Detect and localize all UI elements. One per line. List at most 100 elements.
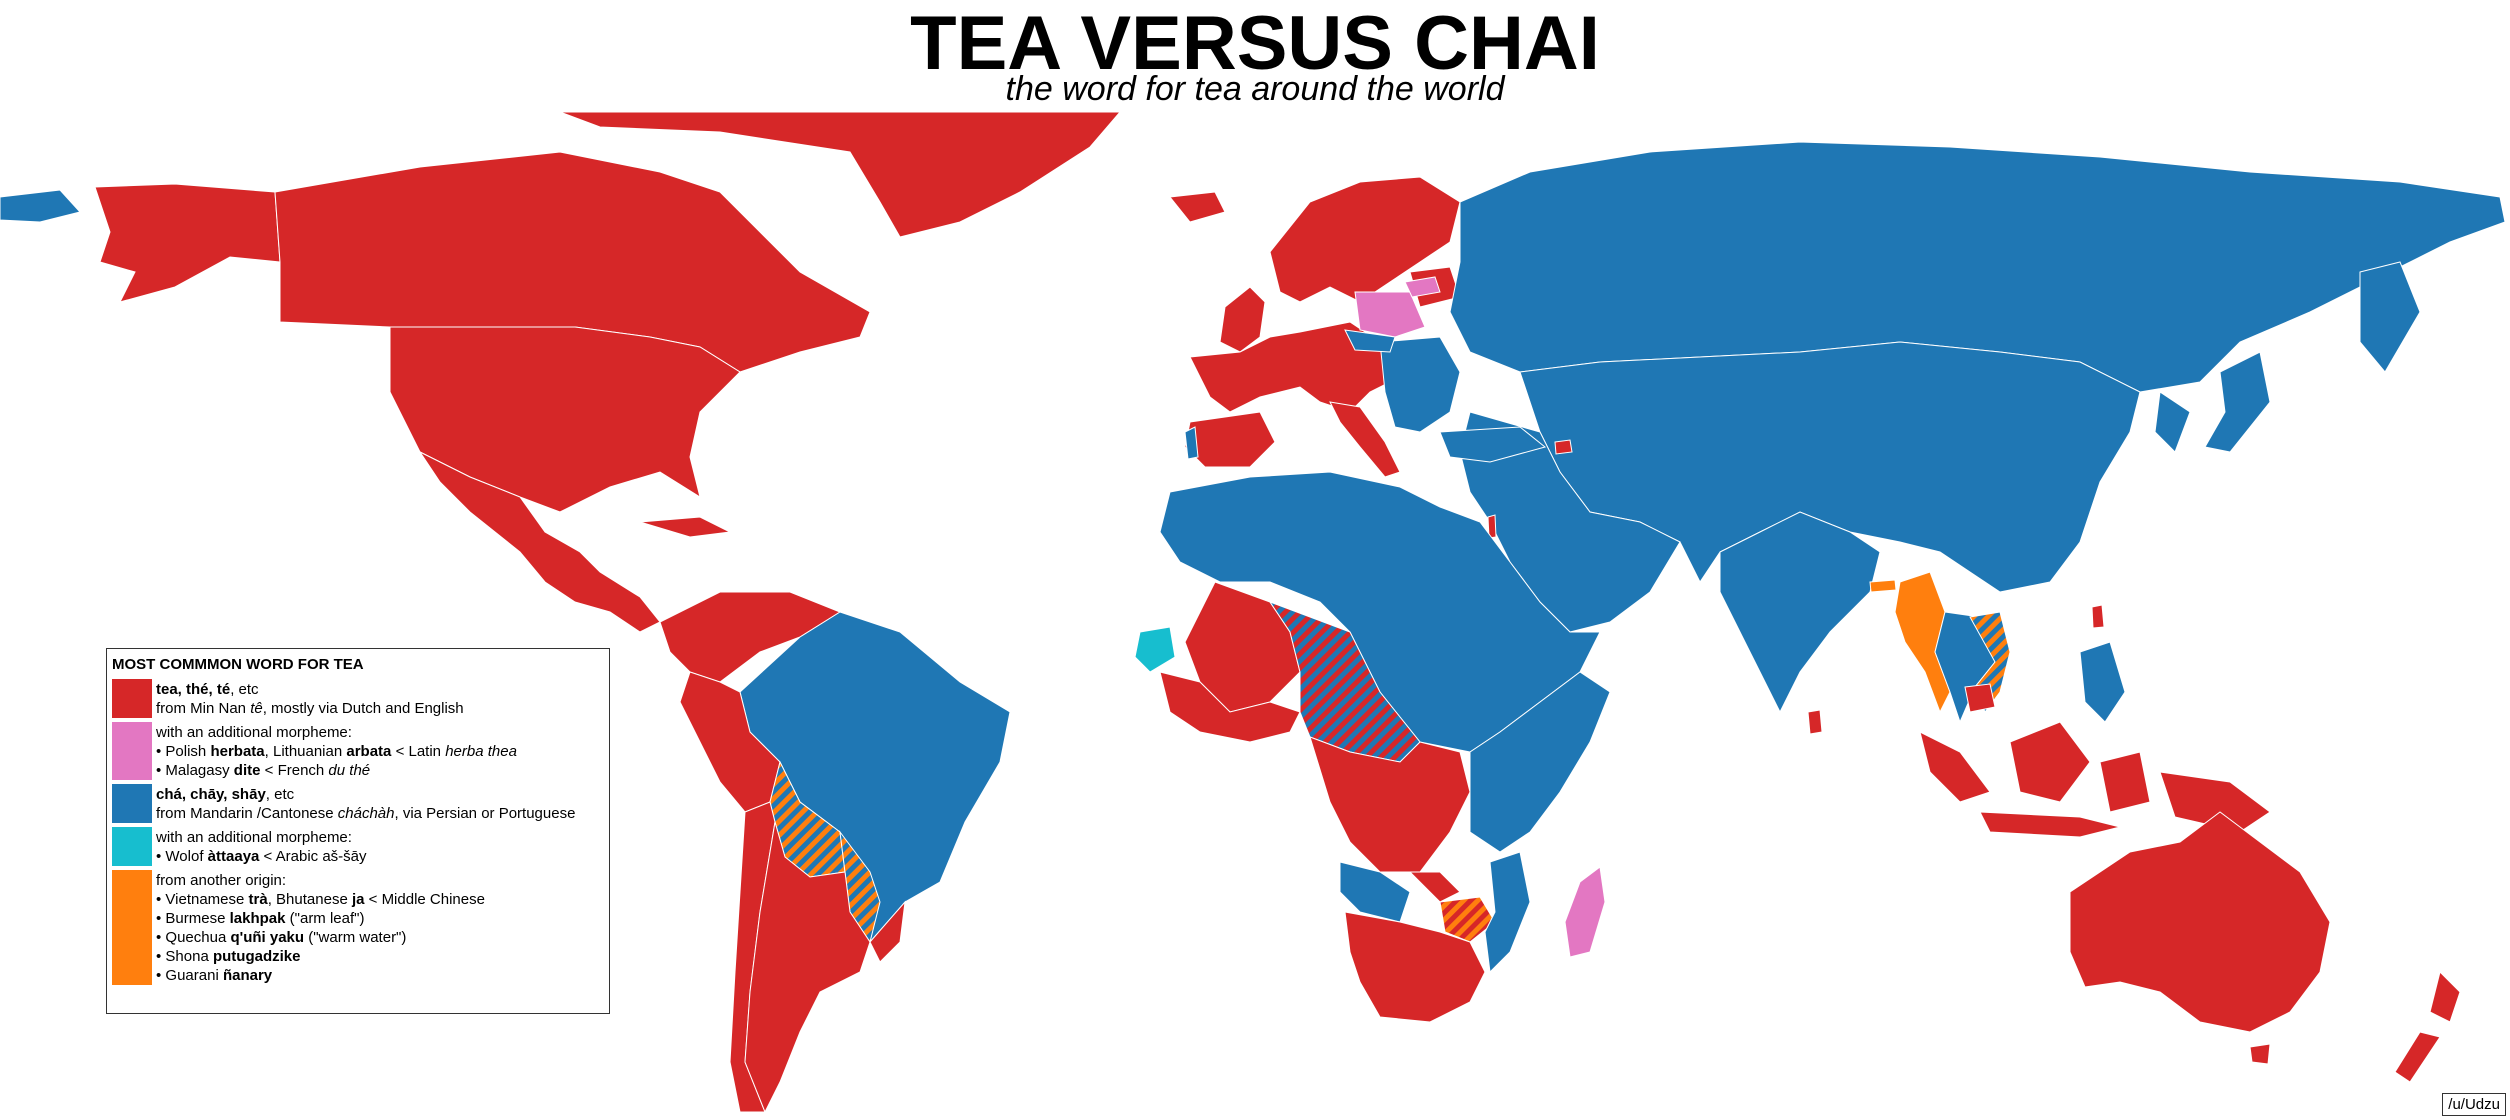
legend-swatch: [112, 722, 152, 780]
legend-text-span: from another origin:: [156, 872, 287, 889]
legend-text-span: q'uñi yaku: [230, 929, 305, 946]
legend-text-span: with an additional morpheme:: [156, 829, 352, 846]
legend-text: chá, chāy, shāy, etc from Mandarin /Canto…: [156, 784, 575, 823]
region-southern-africa: [1344, 871, 1486, 1023]
region-czech-slovakia: [1344, 329, 1396, 353]
legend-text-span: from Mandarin: [156, 805, 257, 822]
legend-line: from Min Nan tê, mostly via Dutch and En…: [156, 699, 464, 718]
legend-text-span: ñanary: [222, 967, 273, 984]
region-western-europe: [1189, 321, 1401, 413]
legend-text-span: tea, thé, té: [156, 681, 231, 698]
legend-text-span: , Bhutanese: [267, 891, 352, 908]
legend-text-span: chàh: [361, 805, 395, 822]
legend-text-span: , Lithuanian: [264, 743, 347, 760]
region-madagascar: [1564, 866, 1606, 958]
legend-rows: tea, thé, té, etc from Min Nan tê, mostly…: [112, 679, 604, 985]
legend-text-span: • Quechua: [156, 929, 231, 946]
region-bhutan: [1869, 579, 1897, 593]
legend-line: • Burmese lakhpak ("arm leaf"): [156, 909, 485, 928]
legend-text-span: < Middle Chinese: [364, 891, 485, 908]
legend-text-span: herbata: [210, 743, 265, 760]
legend-text: tea, thé, té, etc from Min Nan tê, mostly…: [156, 679, 464, 718]
region-colombia-venezuela: [659, 591, 842, 683]
legend-text-span: ja: [351, 891, 365, 908]
legend-text-span: herba thea: [445, 743, 517, 760]
legend-line: • Wolof àttaaya < Arabic aš-šāy: [156, 847, 367, 866]
region-sri-lanka: [1807, 709, 1823, 735]
legend-entry: with an additional morpheme: • Wolof àtta…: [112, 827, 604, 866]
legend-text-span: ("warm water"): [304, 929, 407, 946]
region-senegal-gambia: [1134, 626, 1176, 673]
map-title: TEA VERSUS CHAI: [910, 1, 1600, 86]
legend-text-span: • Shona: [156, 948, 213, 965]
legend-text-span: /Cantonese: [256, 805, 338, 822]
region-india: [1719, 511, 1881, 714]
region-indonesia-malaysia: [1919, 721, 2271, 838]
legend-swatch: [112, 784, 152, 823]
legend-line: with an additional morpheme:: [156, 723, 517, 742]
region-russia-east-bit: [0, 189, 81, 223]
legend-entry: chá, chāy, shāy, etc from Mandarin /Canto…: [112, 784, 604, 823]
legend-text-span: arbata: [346, 743, 392, 760]
region-armenia: [1554, 439, 1573, 455]
region-italy: [1329, 401, 1401, 478]
region-cuba: [639, 516, 732, 538]
legend-title: MOST COMMMON WORD FOR TEA: [112, 656, 364, 673]
legend-text-span: • Burmese: [156, 910, 230, 927]
legend-text-span: < Latin: [391, 743, 446, 760]
legend-text-span: • Vietnamese: [156, 891, 249, 908]
region-scandinavia: [1269, 176, 1461, 303]
region-west-africa-coast: [1159, 671, 1301, 743]
region-mozambique: [1484, 851, 1531, 974]
legend-text-span: • Wolof: [156, 848, 208, 865]
legend-line: • Quechua q'uñi yaku ("warm water"): [156, 928, 485, 947]
world-map: [0, 112, 2506, 1112]
legend-line: • Guarani ñanary: [156, 966, 485, 985]
legend-text: with an additional morpheme: • Polish her…: [156, 722, 517, 780]
legend-text-span: < Arabic aš-šāy: [259, 848, 367, 865]
region-israel: [1487, 514, 1497, 539]
region-lithuania: [1404, 276, 1441, 298]
legend-text-span: , via Persian or Portuguese: [394, 805, 576, 822]
region-zambia-zimbabwe: [1439, 896, 1496, 943]
legend-line: tea, thé, té, etc: [156, 680, 464, 699]
legend: MOST COMMMON WORD FOR TEA tea, thé, té, …: [106, 648, 610, 1014]
legend-text-span: chá, chāy, shāy: [156, 786, 266, 803]
region-uk-ireland: [1219, 286, 1266, 353]
region-iceland: [1169, 191, 1226, 223]
legend-text-span: putugadzike: [212, 948, 301, 965]
region-cambodia: [1964, 683, 1996, 713]
region-uruguay: [869, 900, 906, 963]
legend-text-span: , mostly via Dutch and English: [262, 700, 464, 717]
region-australia: [2069, 811, 2331, 1033]
region-east-africa: [1469, 671, 1611, 853]
region-tasmania: [2249, 1043, 2271, 1065]
legend-line: with an additional morpheme:: [156, 828, 367, 847]
legend-line: from another origin:: [156, 871, 485, 890]
legend-text-span: < French: [260, 762, 329, 779]
region-iberia: [1184, 411, 1276, 468]
legend-entry: from another origin: • Vietnamese trà, Bh…: [112, 870, 604, 985]
legend-line: chá, chāy, shāy, etc: [156, 785, 575, 804]
region-mexico-central-america: [418, 450, 661, 633]
legend-line: • Malagasy dite < French du thé: [156, 761, 517, 780]
region-poland: [1354, 291, 1426, 338]
region-greenland: [559, 112, 1121, 238]
legend-text-span: , etc: [230, 681, 259, 698]
legend-text-span: • Guarani: [156, 967, 223, 984]
legend-line: • Shona putugadzike: [156, 947, 485, 966]
region-philippines: [2079, 641, 2126, 723]
legend-entry: with an additional morpheme: • Polish her…: [112, 722, 604, 780]
legend-text-span: with an additional morpheme:: [156, 724, 352, 741]
region-myanmar: [1894, 571, 1951, 714]
legend-line: • Polish herbata, Lithuanian arbata < La…: [156, 742, 517, 761]
legend-entry: tea, thé, té, etc from Min Nan tê, mostly…: [112, 679, 604, 718]
legend-text-span: du thé: [328, 762, 371, 779]
legend-text-span: • Malagasy: [156, 762, 234, 779]
legend-text: with an additional morpheme: • Wolof àtta…: [156, 827, 367, 866]
legend-text-span: , etc: [265, 786, 295, 803]
legend-text-span: • Polish: [156, 743, 211, 760]
region-central-africa: [1309, 736, 1471, 873]
legend-text-span: lakhpak: [229, 910, 286, 927]
region-canada: [274, 151, 871, 373]
